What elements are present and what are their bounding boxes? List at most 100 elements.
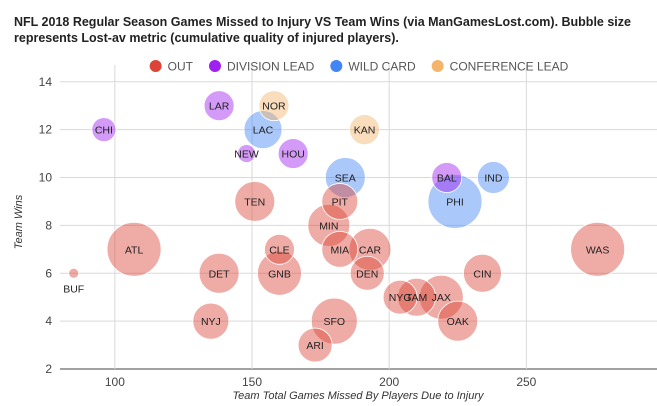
bubble-nyj bbox=[192, 302, 230, 340]
bubble-circle bbox=[382, 279, 418, 315]
bubble-circle bbox=[237, 144, 256, 163]
bubble-mia bbox=[321, 230, 359, 268]
bubble-circle bbox=[310, 297, 358, 345]
bubble-circle bbox=[397, 277, 437, 317]
legend-label: WILD CARD bbox=[348, 60, 416, 74]
bubble-circle bbox=[68, 267, 80, 279]
bubble-cle bbox=[264, 233, 295, 265]
bubble-circle bbox=[198, 252, 240, 294]
bubble-circle bbox=[91, 117, 117, 143]
legend-swatch bbox=[330, 60, 343, 72]
bubble-atl bbox=[106, 221, 162, 277]
bubble-chi bbox=[91, 117, 117, 143]
bubble-circle bbox=[349, 114, 380, 146]
bubble-label: JAX bbox=[432, 292, 451, 304]
bubble-jax bbox=[418, 274, 464, 320]
bubble-circle bbox=[297, 327, 333, 363]
bubble-label: HOU bbox=[281, 149, 304, 161]
legend: OUT DIVISION LEAD WILD CARD CONFERENCE LEAD bbox=[149, 60, 569, 74]
bubble-circle bbox=[570, 221, 626, 277]
y-tick-label: 12 bbox=[39, 123, 53, 137]
bubble-circle bbox=[192, 302, 230, 340]
legend-swatch bbox=[208, 60, 221, 72]
bubble-label: NYG bbox=[389, 292, 412, 304]
legend-item: OUT bbox=[149, 60, 194, 74]
bubble-den bbox=[349, 255, 385, 291]
bubble-circle bbox=[321, 230, 359, 268]
y-tick-label: 6 bbox=[45, 266, 52, 280]
bubble-kan bbox=[349, 114, 380, 146]
bubble-label: MIA bbox=[330, 244, 349, 256]
x-tick-label: 150 bbox=[242, 375, 262, 389]
bubble-label: SFO bbox=[324, 316, 346, 328]
y-tick-label: 10 bbox=[39, 171, 53, 185]
bubble-label: PHI bbox=[446, 196, 464, 208]
bubble-circle bbox=[321, 183, 359, 220]
bubble-circle bbox=[307, 203, 351, 247]
legend-swatch bbox=[431, 60, 444, 72]
bubble-label: OAK bbox=[447, 316, 469, 328]
legend-item: DIVISION LEAD bbox=[208, 60, 315, 74]
bubble-circle bbox=[463, 253, 502, 293]
bubble-buf bbox=[68, 267, 80, 279]
bubble-label: NOR bbox=[262, 101, 286, 113]
bubble-label: TEN bbox=[244, 196, 265, 208]
bubble-label: ARI bbox=[306, 340, 324, 352]
bubble-sea bbox=[324, 157, 366, 198]
bubble-label: WAS bbox=[586, 244, 610, 256]
bubble-label: NEW bbox=[234, 149, 259, 161]
bubble-label: DET bbox=[209, 268, 231, 280]
bubble-label: GNB bbox=[268, 268, 291, 280]
bubble-nor bbox=[258, 90, 290, 122]
bubble-lar bbox=[203, 90, 235, 122]
bubble-pit bbox=[321, 183, 359, 220]
bubble-circle bbox=[257, 250, 302, 296]
bubble-ind bbox=[477, 161, 510, 194]
bubble-ten bbox=[234, 181, 276, 222]
bubble-tam bbox=[397, 277, 437, 317]
bubble-circle bbox=[324, 157, 366, 198]
bubbles: PHI ATL WAS SFO GNB JAX MIN CAR SEA TEN DET OAK LAC C… bbox=[63, 90, 626, 363]
bubble-circle bbox=[203, 90, 235, 122]
y-tick-label: 2 bbox=[45, 362, 52, 376]
bubble-label: IND bbox=[484, 173, 503, 185]
legend-label: DIVISION LEAD bbox=[227, 60, 315, 74]
bubble-car bbox=[348, 227, 392, 271]
bubble-circle bbox=[264, 233, 295, 265]
bubble-det bbox=[198, 252, 240, 294]
y-axis-title: Team Wins bbox=[13, 194, 25, 249]
y-tick-label: 4 bbox=[45, 314, 52, 328]
gridlines bbox=[60, 65, 657, 370]
bubble-label: CAR bbox=[359, 244, 382, 256]
bubble-label: TAM bbox=[406, 292, 427, 304]
bubble-circle bbox=[243, 110, 283, 150]
bubble-was bbox=[570, 221, 626, 277]
bubble-phi bbox=[427, 174, 483, 229]
bubble-gnb bbox=[257, 250, 302, 296]
legend-label: OUT bbox=[168, 60, 194, 74]
bubble-label: ATL bbox=[125, 244, 144, 256]
bubble-label: LAC bbox=[253, 125, 274, 137]
bubble-circle bbox=[431, 162, 463, 193]
bubble-label: CHI bbox=[95, 125, 113, 137]
x-axis-title: Team Total Games Missed By Players Due t… bbox=[232, 390, 485, 402]
bubble-circle bbox=[349, 255, 385, 291]
bubble-circle bbox=[234, 181, 276, 222]
bubble-circle bbox=[437, 300, 479, 342]
y-tick-label: 8 bbox=[45, 218, 52, 232]
bubble-label: BAL bbox=[437, 173, 457, 185]
legend-label: CONFERENCE LEAD bbox=[450, 60, 569, 74]
y-tick-label: 14 bbox=[39, 75, 53, 89]
bubble-circle bbox=[106, 221, 162, 277]
bubble-circle bbox=[277, 138, 309, 169]
x-tick-label: 100 bbox=[105, 375, 125, 389]
bubble-new bbox=[237, 144, 256, 163]
axes: 2 4 6 8 10 12 14 100 150 200 250 bbox=[39, 75, 537, 389]
bubble-label: DEN bbox=[356, 268, 378, 280]
bubble-hou bbox=[277, 138, 309, 169]
bubble-circle bbox=[477, 161, 510, 194]
bubble-lac bbox=[243, 110, 283, 150]
bubble-label: LAR bbox=[209, 101, 230, 113]
bubble-label: PIT bbox=[332, 196, 349, 208]
